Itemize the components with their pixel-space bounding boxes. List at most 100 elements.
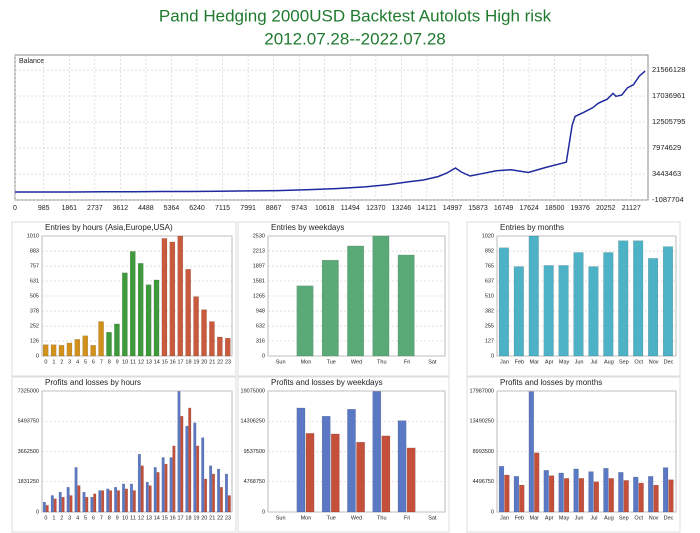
x-tick-label: 11 xyxy=(130,359,136,365)
x-tick-label: 7 xyxy=(100,359,103,365)
x-tick-label: 3 xyxy=(68,515,71,521)
y-tick-label: 883 xyxy=(30,249,39,255)
bar xyxy=(498,247,509,357)
y-tick-label: 637 xyxy=(485,279,494,285)
x-tick-label: 9 xyxy=(116,515,119,521)
x-tick-label: 4 xyxy=(76,359,79,365)
chart-title: Profits and losses by weekdays xyxy=(271,378,383,387)
y-tick-label: 17987000 xyxy=(470,388,494,394)
x-tick-label: Mon xyxy=(301,515,312,521)
bar xyxy=(204,478,208,513)
x-tick-label: 16 xyxy=(170,515,176,521)
y-tick-label: 1265 xyxy=(253,293,265,299)
y-tick-label: 19075000 xyxy=(241,388,265,394)
bar xyxy=(74,339,81,357)
bar xyxy=(578,478,585,513)
y-tick-label: 4768750 xyxy=(244,479,265,485)
x-tick-label: 18500 xyxy=(545,205,565,212)
panel-frame xyxy=(466,376,681,533)
x-tick-label: 12 xyxy=(138,359,144,365)
x-tick-label: 5364 xyxy=(164,205,180,212)
bar xyxy=(85,496,89,513)
bar xyxy=(185,425,189,513)
bar xyxy=(122,483,126,513)
x-tick-label: 10 xyxy=(122,515,128,521)
x-tick-label: 10618 xyxy=(315,205,335,212)
bar xyxy=(156,472,160,513)
y-tick-label: 5493750 xyxy=(18,419,39,425)
x-tick-label: May xyxy=(559,515,570,521)
y-tick-label: 1831250 xyxy=(18,479,39,485)
x-tick-label: Jun xyxy=(575,359,584,365)
bar xyxy=(573,468,579,513)
x-tick-label: 16 xyxy=(170,359,176,365)
x-tick-label: 21 xyxy=(209,515,215,521)
panel-frame xyxy=(11,376,237,533)
bar xyxy=(172,445,176,513)
y-tick-label: 2213 xyxy=(253,248,265,254)
bar xyxy=(217,468,221,513)
panel-frame xyxy=(466,221,681,377)
x-tick-label: 4 xyxy=(76,515,79,521)
y-tick-label: 0 xyxy=(491,353,494,359)
y-tick-label: 1581 xyxy=(253,278,265,284)
x-tick-label: 6 xyxy=(92,515,95,521)
x-tick-label: 2 xyxy=(60,359,63,365)
bar xyxy=(543,470,549,513)
x-tick-label: 2 xyxy=(60,515,63,521)
bar xyxy=(77,485,81,513)
bar xyxy=(93,493,97,513)
x-tick-label: 8 xyxy=(108,515,111,521)
bar xyxy=(58,345,65,357)
x-tick-label: 3612 xyxy=(113,205,129,212)
x-tick-label: Apr xyxy=(545,515,554,521)
bar xyxy=(356,442,365,513)
bar xyxy=(137,263,144,357)
y-tick-label: 0 xyxy=(262,509,265,515)
bar xyxy=(618,240,629,357)
y-tick-label: 14306250 xyxy=(241,419,265,425)
y-tick-label: 510 xyxy=(485,293,494,299)
x-tick-label: 14 xyxy=(154,515,160,521)
bar xyxy=(209,465,213,513)
bar xyxy=(153,279,160,357)
x-tick-label: 6240 xyxy=(189,205,205,212)
bar xyxy=(224,337,231,357)
x-tick-label: 5 xyxy=(84,359,87,365)
y-tick-label: 632 xyxy=(256,323,265,329)
x-tick-label: Oct xyxy=(634,359,643,365)
bar xyxy=(347,409,356,513)
balance-line xyxy=(15,70,646,193)
x-tick-label: 11 xyxy=(130,515,136,521)
x-tick-label: 22 xyxy=(217,515,223,521)
x-tick-label: Mar xyxy=(530,515,540,521)
bar xyxy=(558,265,569,357)
bar xyxy=(498,466,505,513)
x-tick-label: 7 xyxy=(100,515,103,521)
x-tick-label: Jun xyxy=(575,515,584,521)
x-tick-label: Oct xyxy=(634,515,643,521)
y-tick-label: 7325000 xyxy=(18,388,39,394)
x-tick-label: 13 xyxy=(146,515,152,521)
bar xyxy=(42,344,49,357)
x-tick-label: 20 xyxy=(201,515,207,521)
x-tick-label: 3 xyxy=(68,359,71,365)
bar xyxy=(563,478,570,513)
panel-frame xyxy=(237,376,450,533)
x-tick-label: 13246 xyxy=(392,205,412,212)
bar xyxy=(106,488,110,513)
x-tick-label: 12370 xyxy=(366,205,386,212)
bar xyxy=(161,238,168,357)
y-tick-label: 9537500 xyxy=(244,449,265,455)
bar xyxy=(638,482,644,513)
x-tick-label: 9 xyxy=(116,359,119,365)
chart-title: Profits and losses by hours xyxy=(45,378,141,387)
y-tick-label: 378 xyxy=(30,309,39,315)
bar xyxy=(90,345,96,357)
x-tick-label: Aug xyxy=(604,359,614,365)
x-tick-label: Sun xyxy=(276,515,286,521)
bar xyxy=(593,481,599,513)
y-tick-label: 765 xyxy=(485,263,494,269)
bar xyxy=(185,269,191,357)
bar xyxy=(114,323,120,357)
